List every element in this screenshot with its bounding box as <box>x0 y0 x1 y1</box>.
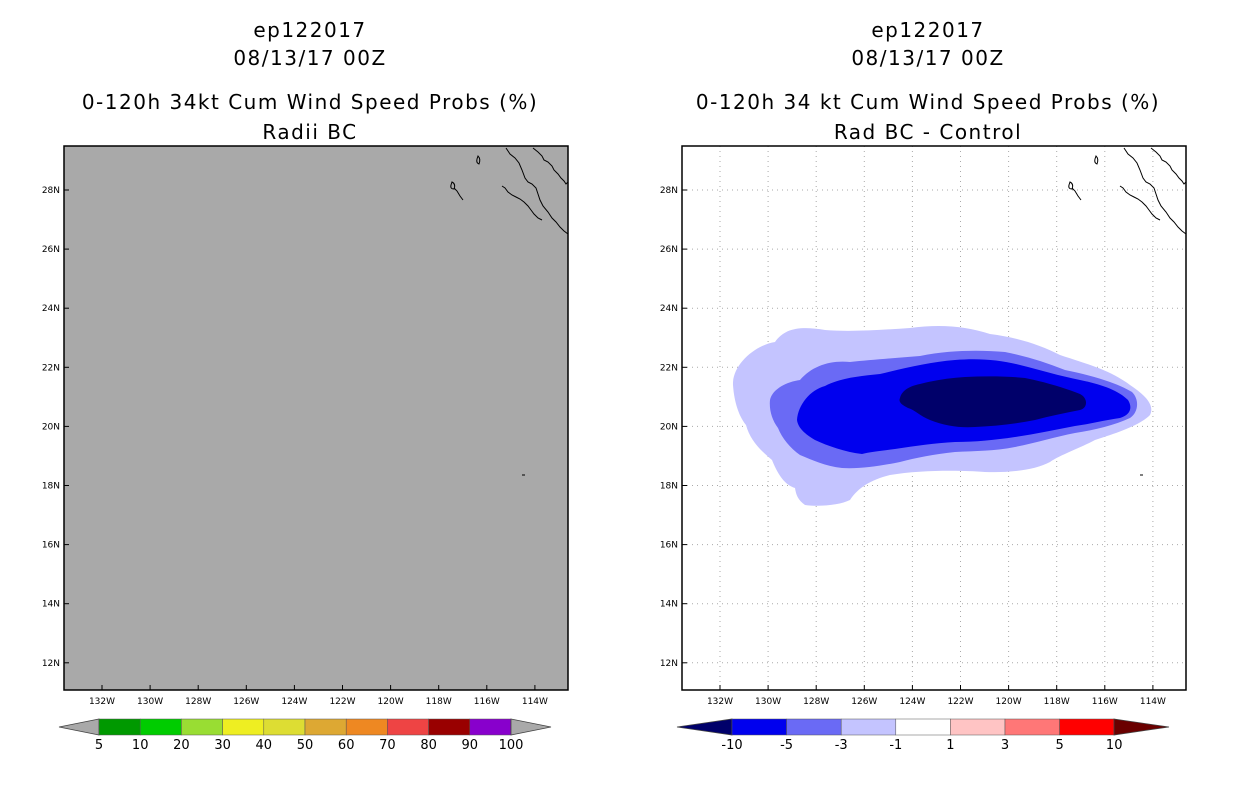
lon-tick-label: 114W <box>1140 697 1166 707</box>
lat-tick-label: 14N <box>42 600 60 610</box>
left-lon-ticks: 132W 130W 128W 126W 124W 122W 120W 118W 116W 114W <box>89 685 548 707</box>
colorbar-swatch <box>222 718 265 736</box>
left-colorbar: 5 10 20 30 40 50 60 70 80 90 100 <box>58 718 552 753</box>
colorbar-label: -10 <box>721 738 742 753</box>
left-lat-ticks: 28N 26N 24N 22N 20N 18N 16N 14N 12N <box>42 186 69 669</box>
colorbar-label: 80 <box>420 738 437 753</box>
colorbar-label: 40 <box>256 738 273 753</box>
colorbar-label: 10 <box>132 738 149 753</box>
colorbar-label: 10 <box>1106 738 1123 753</box>
left-colorbar-high-arrow <box>510 718 552 736</box>
right-title-storm-id: ep122017 <box>871 18 985 42</box>
colorbar-swatch <box>1004 718 1060 736</box>
right-lat-ticks: 28N 26N 24N 22N 20N 18N 16N 14N 12N <box>660 186 687 669</box>
lat-tick-label: 16N <box>660 541 678 551</box>
lon-tick-label: 114W <box>522 697 548 707</box>
lat-tick-label: 16N <box>42 541 60 551</box>
colorbar-swatch <box>840 718 897 736</box>
left-colorbar-low-arrow <box>58 718 100 736</box>
lon-tick-label: 120W <box>996 697 1022 707</box>
colorbar-label: 60 <box>338 738 355 753</box>
lat-tick-label: 26N <box>660 245 678 255</box>
colorbar-swatch <box>786 718 842 736</box>
lat-tick-label: 22N <box>42 363 60 373</box>
colorbar-label: -1 <box>889 738 902 753</box>
lat-tick-label: 12N <box>42 659 60 669</box>
colorbar-swatch <box>304 718 347 736</box>
lat-tick-label: 14N <box>660 600 678 610</box>
lon-tick-label: 122W <box>329 697 355 707</box>
left-title-subtitle: Radii BC <box>262 120 358 144</box>
lon-tick-label: 116W <box>474 697 500 707</box>
right-lon-ticks: 132W 130W 128W 126W 124W 122W 120W 118W 116W 114W <box>707 685 1166 707</box>
colorbar-swatch <box>895 718 951 736</box>
contour-level-4 <box>899 376 1086 428</box>
lon-tick-label: 128W <box>803 697 829 707</box>
lat-tick-label: 28N <box>660 186 678 196</box>
right-title-datetime: 08/13/17 00Z <box>851 46 1005 70</box>
colorbar-label: -3 <box>835 738 848 753</box>
lat-tick-label: 12N <box>660 659 678 669</box>
colorbar-swatch <box>1059 718 1115 736</box>
lon-tick-label: 124W <box>899 697 925 707</box>
right-map-frame <box>681 145 1187 691</box>
colorbar-label: 90 <box>462 738 479 753</box>
right-colorbar-low-arrow <box>676 718 733 736</box>
right-map: 28N 26N 24N 22N 20N 18N 16N 14N 12N 132W 130W 128W… <box>660 145 1187 707</box>
left-map: 28N 26N 24N 22N 20N 18N 16N 14N 12N 132W 130W 128W… <box>42 145 569 707</box>
lon-tick-label: 126W <box>233 697 259 707</box>
lat-tick-label: 26N <box>42 245 60 255</box>
lon-tick-label: 120W <box>378 697 404 707</box>
colorbar-label: -5 <box>780 738 793 753</box>
right-title-product: 0-120h 34 kt Cum Wind Speed Probs (%) <box>695 90 1161 114</box>
lon-tick-label: 132W <box>89 697 115 707</box>
left-title-datetime: 08/13/17 00Z <box>233 46 387 70</box>
lat-tick-label: 18N <box>660 482 678 492</box>
lat-tick-label: 20N <box>42 422 60 432</box>
colorbar-swatch <box>731 718 787 736</box>
colorbar-swatch <box>98 718 141 736</box>
left-map-fill <box>63 145 569 691</box>
lon-tick-label: 116W <box>1092 697 1118 707</box>
right-gridlines <box>682 146 1186 690</box>
lat-tick-label: 28N <box>42 186 60 196</box>
colorbar-label: 50 <box>297 738 314 753</box>
colorbar-swatch <box>345 718 388 736</box>
colorbar-label: 5 <box>1055 738 1063 753</box>
left-title-product: 0-120h 34kt Cum Wind Speed Probs (%) <box>81 90 539 114</box>
lon-tick-label: 132W <box>707 697 733 707</box>
lat-tick-label: 24N <box>660 304 678 314</box>
lat-tick-label: 18N <box>42 482 60 492</box>
colorbar-swatch <box>950 718 1006 736</box>
colorbar-label: 3 <box>1001 738 1009 753</box>
lat-tick-label: 22N <box>660 363 678 373</box>
lon-tick-label: 126W <box>851 697 877 707</box>
colorbar-swatch <box>181 718 223 736</box>
right-colorbar: -10 -5 -3 -1 1 3 5 10 <box>676 718 1170 753</box>
colorbar-swatch <box>469 718 512 736</box>
colorbar-swatch <box>428 718 471 736</box>
colorbar-label: 100 <box>499 738 524 753</box>
lon-tick-label: 130W <box>137 697 163 707</box>
lon-tick-label: 124W <box>281 697 307 707</box>
colorbar-label: 20 <box>173 738 190 753</box>
colorbar-swatch <box>387 718 429 736</box>
right-title-subtitle: Rad BC - Control <box>833 120 1023 144</box>
lon-tick-label: 130W <box>755 697 781 707</box>
right-colorbar-high-arrow <box>1113 718 1170 736</box>
colorbar-label: 1 <box>946 738 954 753</box>
colorbar-label: 70 <box>379 738 396 753</box>
colorbar-swatch <box>139 718 182 736</box>
lon-tick-label: 118W <box>1044 697 1070 707</box>
colorbar-label: 5 <box>95 738 103 753</box>
lat-tick-label: 20N <box>660 422 678 432</box>
lon-tick-label: 128W <box>185 697 211 707</box>
lon-tick-label: 118W <box>426 697 452 707</box>
left-title-storm-id: ep122017 <box>253 18 367 42</box>
lat-tick-label: 24N <box>42 304 60 314</box>
colorbar-swatch <box>263 718 306 736</box>
lon-tick-label: 122W <box>947 697 973 707</box>
colorbar-label: 30 <box>214 738 231 753</box>
